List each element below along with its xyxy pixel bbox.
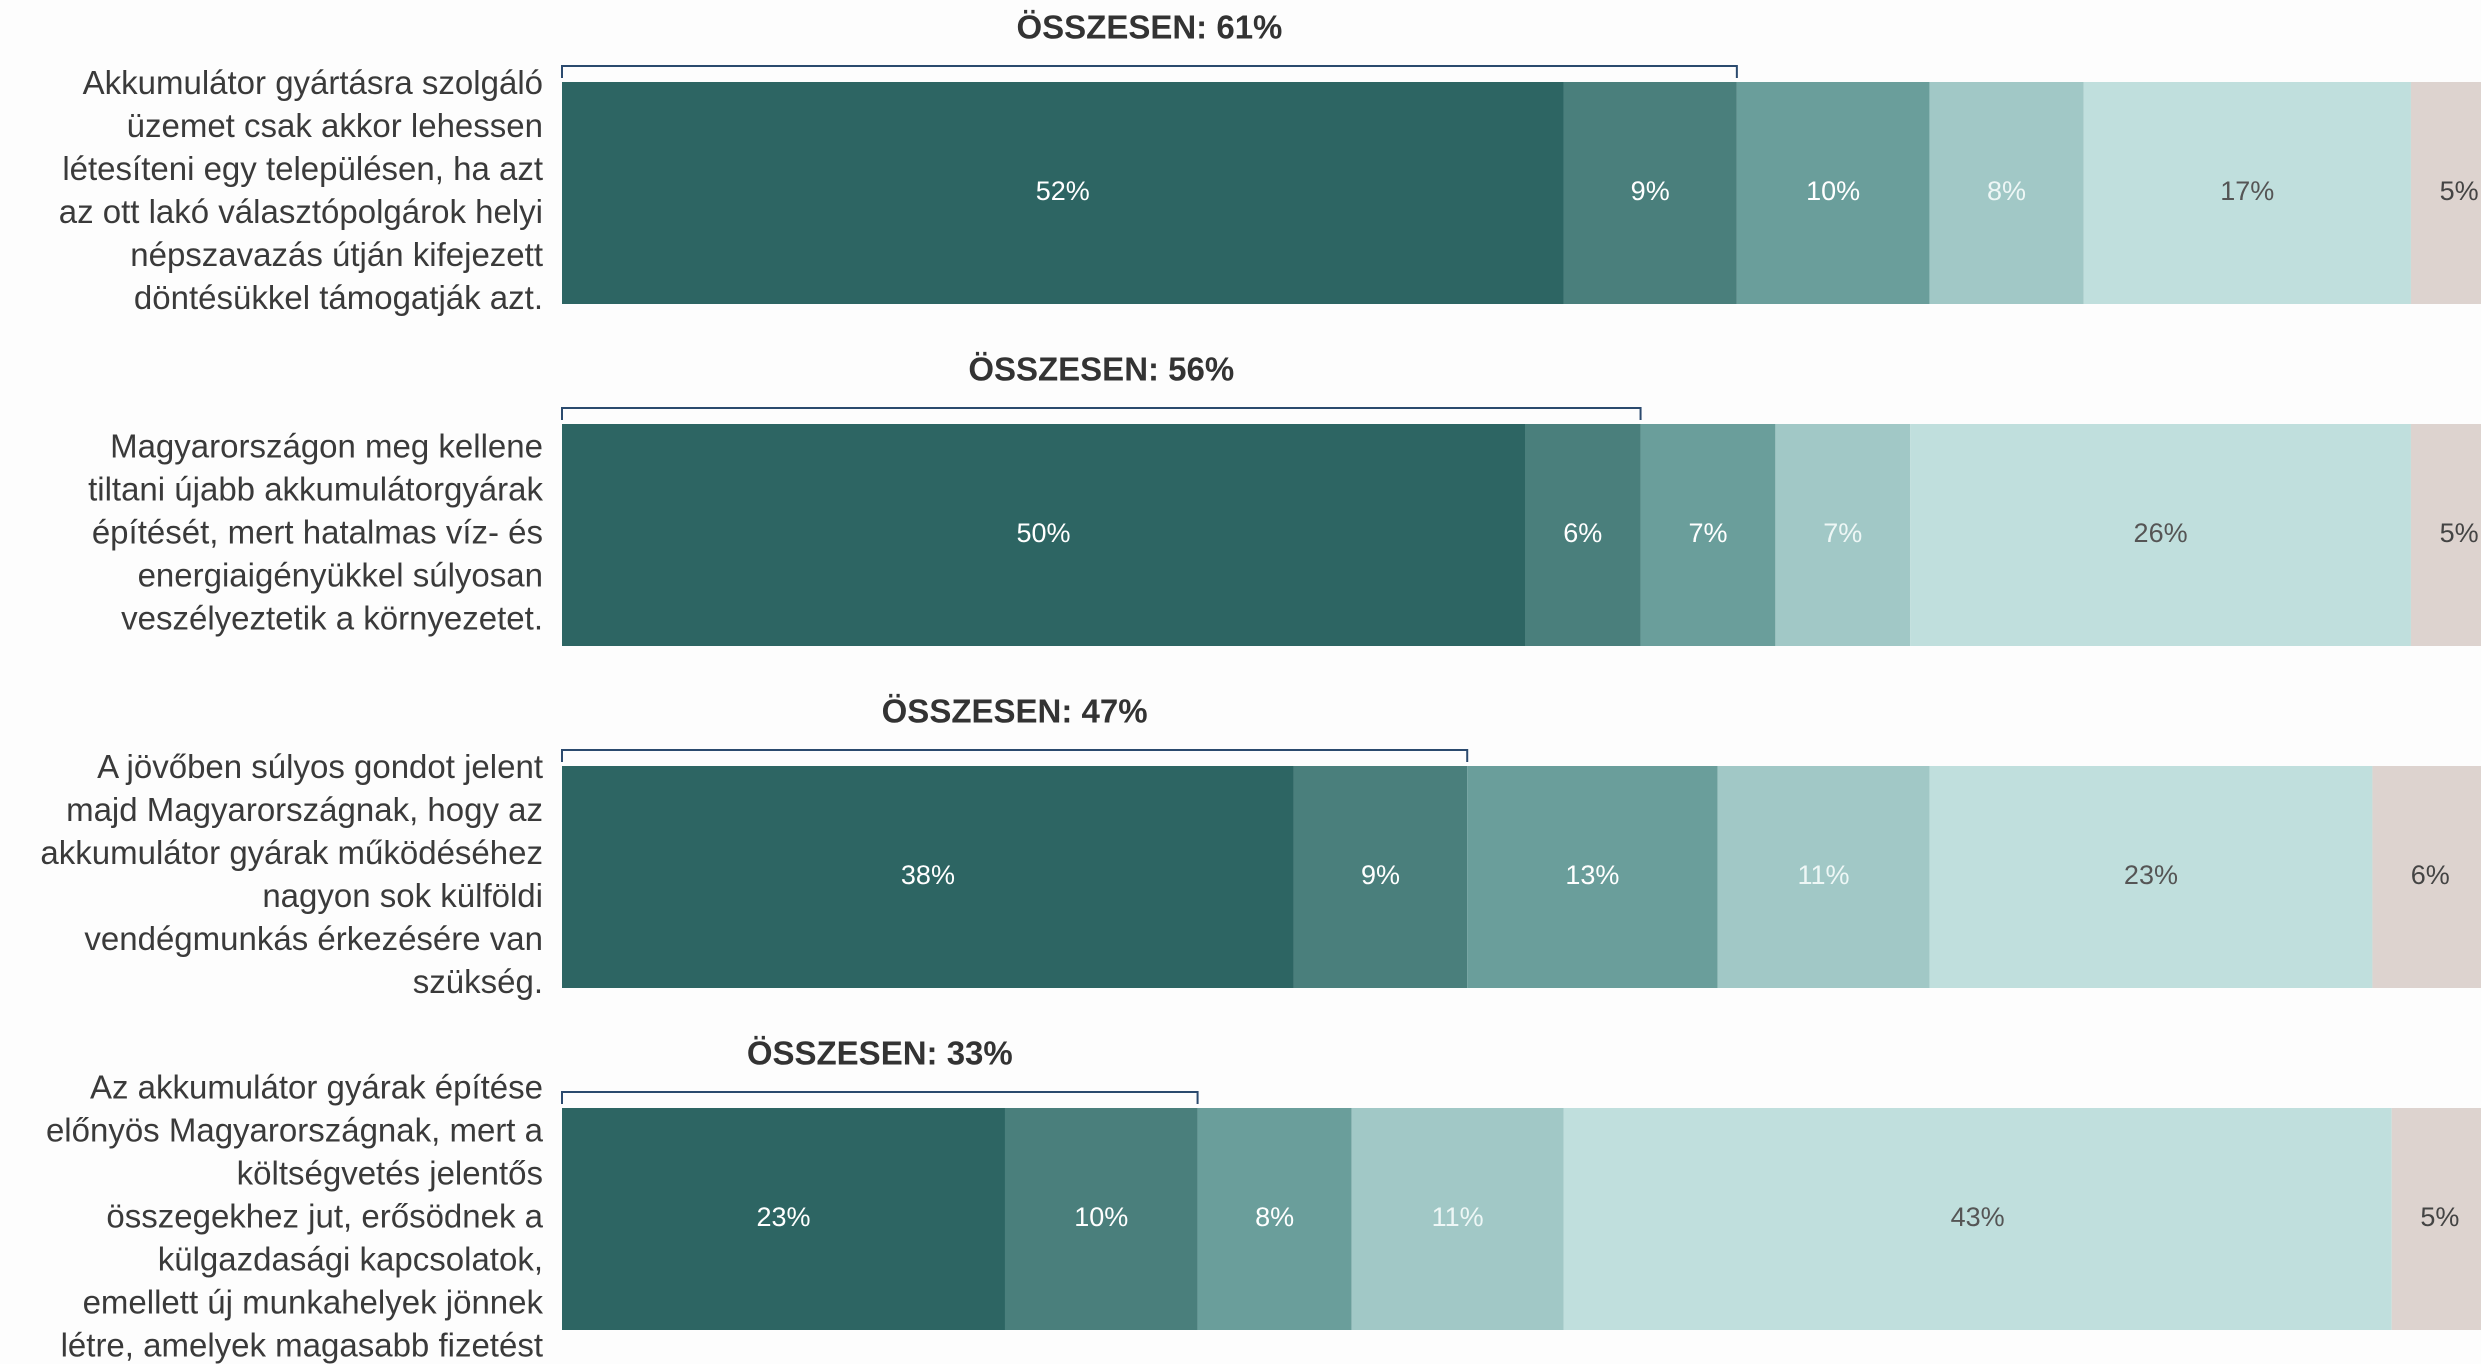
value-label: 11%	[1798, 860, 1850, 890]
category-label: szükség.	[413, 963, 543, 1000]
category-label: emellett új munkahelyek jönnek	[83, 1284, 544, 1321]
bar-segment	[1351, 1108, 1564, 1330]
bar-segment	[562, 424, 1525, 646]
value-label: 10%	[1806, 176, 1860, 206]
bar-segment	[1563, 1108, 2392, 1330]
bar-segment	[1929, 82, 2084, 304]
total-label: ÖSSZESEN: 61%	[1016, 9, 1282, 46]
bar-segment	[2410, 424, 2481, 646]
value-label: 5%	[2420, 1202, 2459, 1232]
category-label: létre, amelyek magasabb fizetést	[61, 1327, 543, 1364]
value-label: 5%	[2440, 518, 2479, 548]
category-label: népszavazás útján kifejezett	[130, 236, 543, 273]
category-label: akkumulátor gyárak működéséhez	[40, 834, 543, 871]
value-label: 8%	[1987, 176, 2026, 206]
bar-segment	[1467, 766, 1718, 988]
value-label: 11%	[1432, 1202, 1484, 1232]
total-bracket	[561, 1091, 1199, 1104]
bar-segment	[1004, 1108, 1198, 1330]
value-label: 50%	[1016, 518, 1070, 548]
bar-segment	[1717, 766, 1930, 988]
category-label: energiaigényükkel súlyosan	[138, 557, 543, 594]
value-label: 43%	[1951, 1202, 2005, 1232]
bar-segment	[1525, 424, 1641, 646]
value-label: 52%	[1036, 176, 1090, 206]
total-bracket	[561, 65, 1738, 78]
category-label: Akkumulátor gyártásra szolgáló	[83, 64, 543, 101]
value-label: 9%	[1361, 860, 1400, 890]
value-label: 6%	[2411, 860, 2450, 890]
category-label: döntésükkel támogatják azt.	[134, 279, 543, 316]
category-label: költségvetés jelentős	[237, 1155, 543, 1192]
value-label: 13%	[1565, 860, 1619, 890]
category-label: vendégmunkás érkezésére van	[84, 920, 543, 957]
value-label: 6%	[1563, 518, 1602, 548]
bar-segment	[562, 82, 1564, 304]
bar-segment	[562, 1108, 1005, 1330]
category-label: nagyon sok külföldi	[262, 877, 543, 914]
bar-segment	[2391, 1108, 2481, 1330]
category-label: tiltani újabb akkumulátorgyárak	[88, 471, 543, 508]
value-label: 38%	[901, 860, 955, 890]
category-label: üzemet csak akkor lehessen	[127, 107, 543, 144]
category-label: majd Magyarországnak, hogy az	[66, 791, 543, 828]
bar-segment	[2410, 82, 2481, 304]
bar-segment	[1910, 424, 2411, 646]
bar-segment	[1775, 424, 1911, 646]
bar-segment	[1563, 82, 1737, 304]
total-bracket	[561, 407, 1642, 420]
total-label: ÖSSZESEN: 33%	[747, 1035, 1013, 1072]
category-label: A jövőben súlyos gondot jelent	[97, 748, 543, 785]
category-label: Magyarországon meg kellene	[110, 428, 543, 465]
bar-segment	[1736, 82, 1930, 304]
value-label: 23%	[756, 1202, 810, 1232]
category-label: összegekhez jut, erősödnek a	[106, 1198, 543, 1235]
value-label: 23%	[2124, 860, 2178, 890]
value-label: 5%	[2440, 176, 2479, 206]
total-label: ÖSSZESEN: 47%	[882, 693, 1148, 730]
category-label: létesíteni egy településen, ha azt	[62, 150, 543, 187]
value-label: 7%	[1688, 518, 1727, 548]
total-label: ÖSSZESEN: 56%	[968, 351, 1234, 388]
bar-segment	[2372, 766, 2481, 988]
bar-segment	[562, 766, 1294, 988]
category-label: előnyös Magyarországnak, mert a	[46, 1112, 544, 1149]
value-label: 26%	[2134, 518, 2188, 548]
bar-segment	[1929, 766, 2373, 988]
category-label: az ott lakó választópolgárok helyi	[59, 193, 543, 230]
value-label: 8%	[1255, 1202, 1294, 1232]
category-label: veszélyeztetik a környezetet.	[121, 600, 543, 637]
category-label: külgazdasági kapcsolatok,	[158, 1241, 543, 1278]
category-label: építését, mert hatalmas víz- és	[92, 514, 543, 551]
bar-segment	[1640, 424, 1776, 646]
bar-segment	[2083, 82, 2411, 304]
value-label: 17%	[2220, 176, 2274, 206]
value-label: 7%	[1823, 518, 1862, 548]
value-label: 9%	[1631, 176, 1670, 206]
bar-segment	[1293, 766, 1468, 988]
bar-segment	[1197, 1108, 1352, 1330]
category-label: Az akkumulátor gyárak építése	[90, 1069, 543, 1106]
total-bracket	[561, 749, 1469, 762]
value-label: 10%	[1074, 1202, 1128, 1232]
